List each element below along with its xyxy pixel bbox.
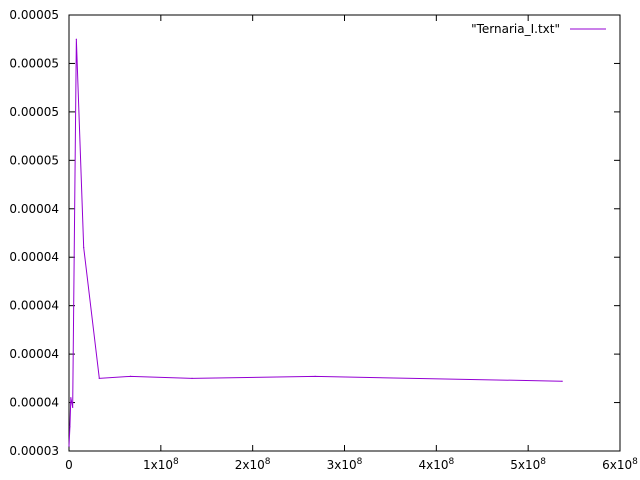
data-point	[561, 380, 563, 382]
data-point	[314, 375, 316, 377]
y-tick-label: 0.00003	[9, 444, 59, 458]
data-point	[72, 406, 74, 408]
x-tick-label: 2x108	[235, 457, 271, 472]
y-tick-label: 0.00005	[9, 153, 59, 167]
data-point	[83, 246, 85, 249]
series-group	[68, 38, 563, 447]
data-point	[129, 375, 132, 377]
x-tick-label: 3x108	[327, 457, 363, 472]
y-tick-label: 0.00005	[9, 105, 59, 119]
data-point	[70, 397, 72, 399]
y-tick-label: 0.00005	[9, 8, 59, 22]
legend: "Ternaria_I.txt"	[471, 22, 606, 36]
x-tick-label: 6x108	[602, 457, 638, 472]
x-tick-label: 1x108	[143, 457, 179, 472]
x-axis: 0 1x108 2x108 3x108 4x108 5x108 6x108	[65, 15, 638, 472]
y-tick-label: 0.00004	[9, 299, 59, 313]
data-point	[75, 38, 77, 40]
data-point	[68, 445, 70, 447]
y-tick-label: 0.00004	[9, 347, 59, 361]
y-tick-label: 0.00005	[9, 56, 59, 70]
x-tick-label: 0	[65, 458, 73, 472]
y-tick-label: 0.00004	[9, 250, 59, 264]
data-point	[69, 426, 71, 428]
plot-frame	[68, 14, 621, 452]
data-point	[191, 377, 193, 379]
y-tick-label: 0.00004	[9, 396, 59, 410]
x-tick-label: 4x108	[418, 457, 454, 472]
x-tick-label: 5x108	[510, 457, 546, 472]
y-axis: 0.00003 0.00004 0.00004 0.00004 0.00004 0.000…	[9, 8, 620, 458]
legend-label: "Ternaria_I.txt"	[471, 22, 560, 36]
data-point	[98, 377, 100, 379]
series-line	[68, 39, 563, 447]
y-tick-label: 0.00004	[9, 202, 59, 216]
